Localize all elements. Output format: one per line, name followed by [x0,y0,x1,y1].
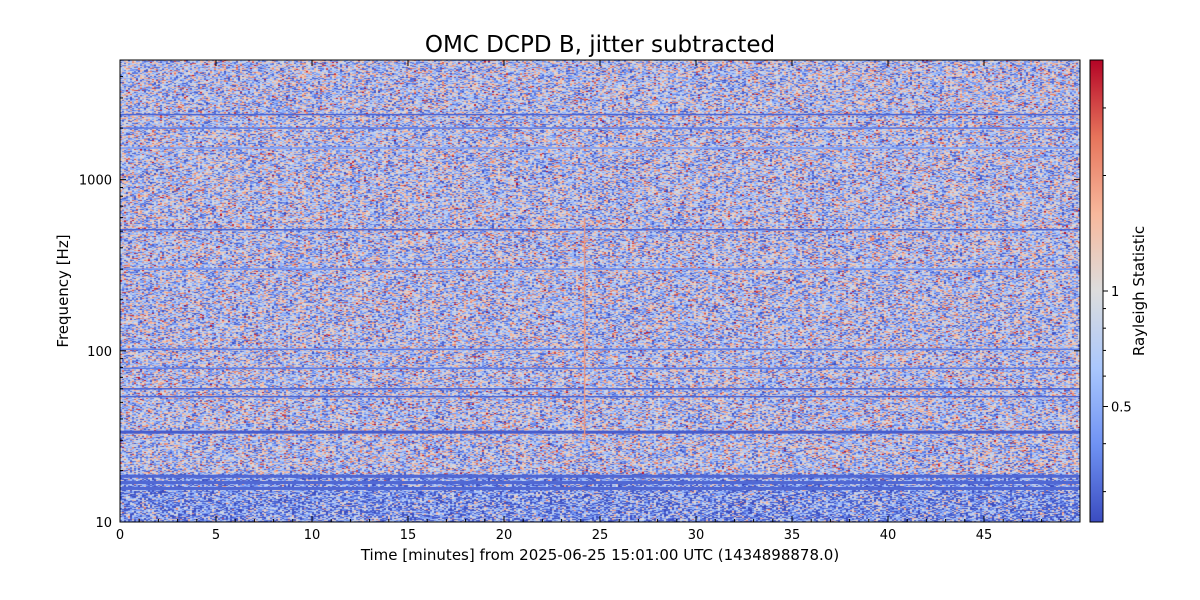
spectral-line-5 [120,348,1080,351]
x-tick-label: 5 [212,528,220,543]
x-tick-label: 15 [400,528,417,543]
spectral-line-12 [120,486,1080,490]
spectral-line-3 [120,228,1080,231]
x-axis-title: Time [minutes] from 2025-06-25 15:01:00 … [360,546,839,564]
colorbar-title: Rayleigh Statistic [1130,226,1148,356]
chart-title: OMC DCPD B, jitter subtracted [425,32,775,58]
x-tick-label: 45 [976,528,993,543]
x-tick-label: 40 [880,528,897,543]
colorbar-axis: 0.51 [1103,107,1132,493]
x-tick-label: 0 [116,528,124,543]
spectrogram-area [120,60,1080,522]
x-tick-label: 10 [304,528,321,543]
y-axis: 10 100 1000 [79,76,1080,531]
y-axis-title: Frequency [Hz] [54,234,72,347]
x-tick-label: 30 [688,528,705,543]
spectral-line-0 [120,113,1080,116]
colorbar [1089,59,1104,523]
y-tick-label: 1000 [79,174,112,189]
spectral-line-10 [120,474,1080,478]
spectral-lines [120,113,1080,490]
x-tick-label: 20 [496,528,513,543]
y-tick-label: 10 [95,516,112,531]
transients [583,217,586,441]
spectral-line-9 [120,430,1080,434]
x-axis: 0 5 10 15 20 25 30 35 40 45 [116,60,1062,543]
spectral-line-2 [120,147,1080,149]
spectrogram-heatmap [120,60,1080,522]
x-tick-label: 25 [592,528,609,543]
spectral-line-1 [120,127,1080,129]
spectral-line-7 [120,388,1080,390]
transient-0 [583,217,586,441]
colorbar-tick-label: 1 [1111,285,1119,300]
spectral-line-11 [120,481,1080,485]
spectral-line-4 [120,268,1080,270]
colorbar-tick-label: 0.5 [1111,401,1132,416]
spectral-line-8 [120,395,1080,398]
y-tick-label: 100 [87,345,112,360]
spectral-line-6 [120,367,1080,370]
x-tick-label: 35 [784,528,801,543]
